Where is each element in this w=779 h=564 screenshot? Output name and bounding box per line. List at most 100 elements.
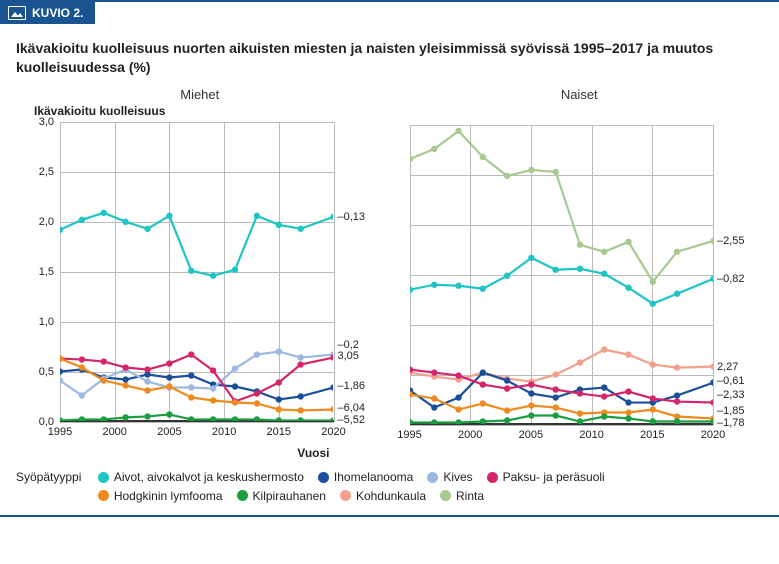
series-ihomelanooma <box>60 369 333 399</box>
image-icon <box>8 6 26 20</box>
marker-hodgkin <box>528 402 534 408</box>
marker-aivot <box>455 282 461 288</box>
end-label-rinta: –2,55 <box>717 235 745 247</box>
marker-ihomelanooma <box>673 392 679 398</box>
marker-hodgkin <box>479 400 485 406</box>
marker-kilpirauhanen <box>410 419 413 424</box>
marker-aivot <box>101 209 107 215</box>
marker-kilpirauhanen <box>601 413 607 419</box>
marker-kives <box>297 354 303 360</box>
legend-item-paksusuoli: Paksu- ja peräsuoli <box>487 470 605 484</box>
marker-kives <box>144 378 150 384</box>
marker-ihomelanooma <box>188 372 194 378</box>
marker-kilpirauhanen <box>673 418 679 424</box>
panel-naiset: Naiset 199520002005201020152020–2,55–0,8… <box>390 81 770 460</box>
marker-hodgkin <box>576 410 582 416</box>
marker-hodgkin <box>101 377 107 383</box>
marker-kilpirauhanen <box>144 413 150 419</box>
legend-dot-aivot <box>98 472 109 483</box>
marker-kilpirauhanen <box>210 416 216 421</box>
marker-kilpirauhanen <box>528 412 534 418</box>
marker-hodgkin <box>79 364 85 370</box>
marker-aivot <box>144 225 150 231</box>
marker-kohdunkaula <box>649 361 655 367</box>
end-label-paksusuoli: 3,05 <box>338 350 359 362</box>
marker-hodgkin <box>276 406 282 412</box>
marker-rinta <box>455 128 461 134</box>
marker-ihomelanooma <box>166 374 172 380</box>
end-label-kohdunkaula: 2,27 <box>717 361 738 373</box>
end-label-paksusuoli: –2,33 <box>717 389 745 401</box>
marker-ihomelanooma <box>552 394 558 400</box>
marker-kilpirauhanen <box>232 416 238 421</box>
marker-paksusuoli <box>710 399 713 405</box>
marker-ihomelanooma <box>625 399 631 405</box>
legend: Syöpätyyppi Aivot, aivokalvot ja keskush… <box>0 460 779 507</box>
marker-aivot <box>479 285 485 291</box>
marker-paksusuoli <box>210 367 216 373</box>
end-label-aivot: –0,13 <box>338 211 366 223</box>
marker-paksusuoli <box>79 356 85 362</box>
panel-title-miehet: Miehet <box>10 81 390 104</box>
marker-hodgkin <box>144 387 150 393</box>
marker-paksusuoli <box>673 398 679 404</box>
marker-hodgkin <box>166 383 172 389</box>
footer-rule <box>0 515 779 517</box>
legend-items: Aivot, aivokalvot ja keskushermostoIhome… <box>98 470 738 507</box>
series-kohdunkaula <box>410 349 713 381</box>
figure-tab-label: KUVIO 2. <box>32 6 83 20</box>
y-tick-label: 2,5 <box>39 166 54 178</box>
marker-kilpirauhanen <box>330 417 333 421</box>
marker-ihomelanooma <box>710 379 713 385</box>
grid-line <box>410 425 714 426</box>
y-tick-label: 3,0 <box>39 116 54 128</box>
marker-paksusuoli <box>528 381 534 387</box>
charts-row: Miehet Ikävakioitu kuolleisuus 0,00,51,0… <box>0 81 779 460</box>
marker-paksusuoli <box>188 351 194 357</box>
marker-hodgkin <box>232 399 238 405</box>
marker-ihomelanooma <box>431 404 437 410</box>
x-tick-label: 2015 <box>640 429 664 441</box>
series-svg <box>60 122 333 421</box>
marker-kives <box>254 351 260 357</box>
marker-paksusuoli <box>503 385 509 391</box>
series-hodgkin <box>60 358 333 410</box>
marker-kilpirauhanen <box>79 416 85 421</box>
marker-aivot <box>576 265 582 271</box>
marker-kives <box>232 365 238 371</box>
x-tick-label: 1995 <box>397 429 421 441</box>
x-tick-label: 2010 <box>579 429 603 441</box>
series-kilpirauhanen <box>410 415 713 422</box>
marker-aivot <box>254 212 260 218</box>
marker-paksusuoli <box>276 379 282 385</box>
grid-line <box>60 422 334 423</box>
legend-label-ihomelanooma: Ihomelanooma <box>334 470 413 484</box>
x-tick-label: 2020 <box>321 426 345 438</box>
marker-kilpirauhanen <box>552 412 558 418</box>
x-tick-label: 2010 <box>212 426 236 438</box>
end-label-hodgkin: –6,04 <box>338 402 366 414</box>
end-label-hodgkin: –1,85 <box>717 405 745 417</box>
marker-aivot <box>122 218 128 224</box>
marker-kohdunkaula <box>576 359 582 365</box>
plot-naiset: 199520002005201020152020–2,55–0,822,27–0… <box>410 125 714 425</box>
marker-paksusuoli <box>601 393 607 399</box>
marker-aivot <box>330 213 333 219</box>
marker-kohdunkaula <box>552 371 558 377</box>
marker-aivot <box>625 284 631 290</box>
marker-hodgkin <box>122 382 128 388</box>
marker-paksusuoli <box>576 390 582 396</box>
marker-kilpirauhanen <box>166 411 172 417</box>
marker-paksusuoli <box>166 360 172 366</box>
marker-paksusuoli <box>479 381 485 387</box>
legend-title: Syöpätyyppi <box>16 470 81 484</box>
marker-paksusuoli <box>122 364 128 370</box>
legend-item-hodgkin: Hodgkinin lymfooma <box>98 489 223 503</box>
marker-ihomelanooma <box>276 396 282 402</box>
marker-kives <box>276 348 282 354</box>
marker-aivot <box>210 272 216 278</box>
marker-kilpirauhanen <box>479 418 485 424</box>
marker-ihomelanooma <box>122 376 128 382</box>
y-tick-label: 0,5 <box>39 366 54 378</box>
series-svg <box>410 125 713 425</box>
